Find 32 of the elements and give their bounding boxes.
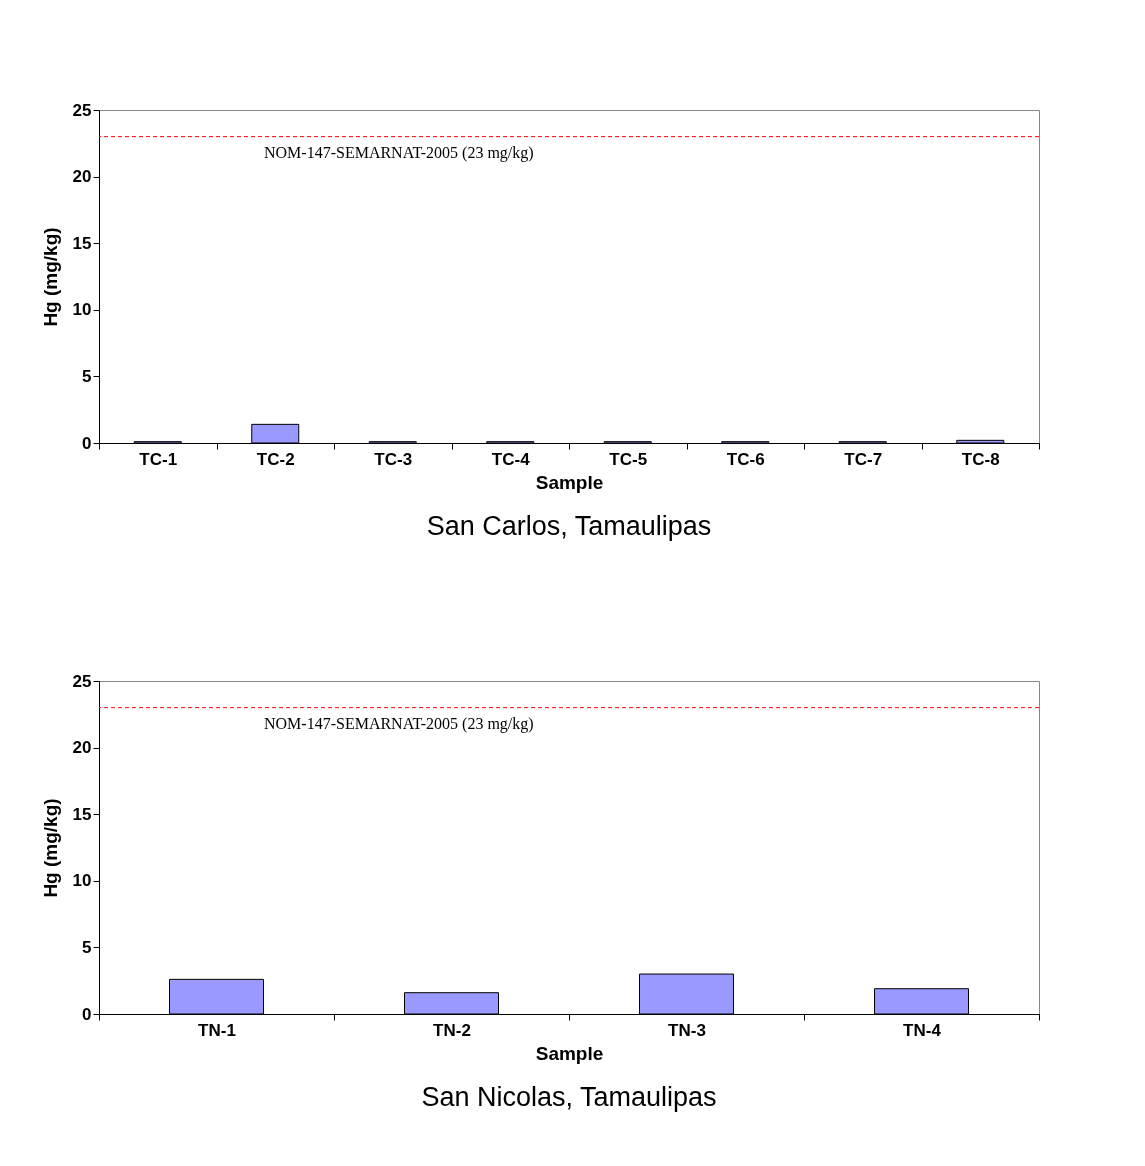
- y-tick-label: 10: [72, 300, 92, 320]
- y-tick-label: 20: [72, 167, 92, 187]
- x-tick-label: TC-8: [961, 449, 1000, 469]
- x-tick-label: TN-2: [433, 1020, 471, 1040]
- x-tick-label: TC-4: [491, 449, 531, 469]
- y-tick-label: 25: [72, 671, 92, 691]
- y-tick-label: 15: [72, 804, 92, 824]
- x-tick-label: TC-2: [256, 449, 295, 469]
- x-tick-label: TC-1: [139, 449, 178, 469]
- x-tick-label: TC-7: [844, 449, 883, 469]
- y-tick-label: 0: [82, 1004, 92, 1024]
- y-tick-label: 5: [82, 366, 92, 386]
- y-tick-label: 15: [72, 233, 92, 253]
- ref-line-label: NOM-147-SEMARNAT-2005 (23 mg/kg): [264, 143, 534, 162]
- x-tick-label: TN-3: [668, 1020, 706, 1040]
- ref-line-label: NOM-147-SEMARNAT-2005 (23 mg/kg): [264, 714, 534, 733]
- x-tick-label: TN-1: [198, 1020, 236, 1040]
- x-tick-label: TC-5: [609, 449, 648, 469]
- y-axis-title: Hg (mg/kg): [39, 798, 61, 898]
- y-tick-label: 5: [82, 937, 92, 957]
- x-tick-label: TN-4: [903, 1020, 942, 1040]
- y-tick-label: 10: [72, 871, 92, 891]
- y-tick-label: 25: [72, 100, 92, 120]
- text: San Nicolas, Tamaulipas: [421, 1082, 717, 1112]
- y-tick-label: 0: [82, 433, 92, 453]
- x-axis-title: Sample: [535, 1042, 604, 1064]
- x-axis-title: Sample: [535, 471, 604, 493]
- y-tick-label: 20: [72, 738, 92, 758]
- y-axis-title: Hg (mg/kg): [39, 227, 61, 327]
- x-tick-label: TC-6: [726, 449, 765, 469]
- x-tick-label: TC-3: [374, 449, 413, 469]
- text: San Carlos, Tamaulipas: [426, 511, 712, 541]
